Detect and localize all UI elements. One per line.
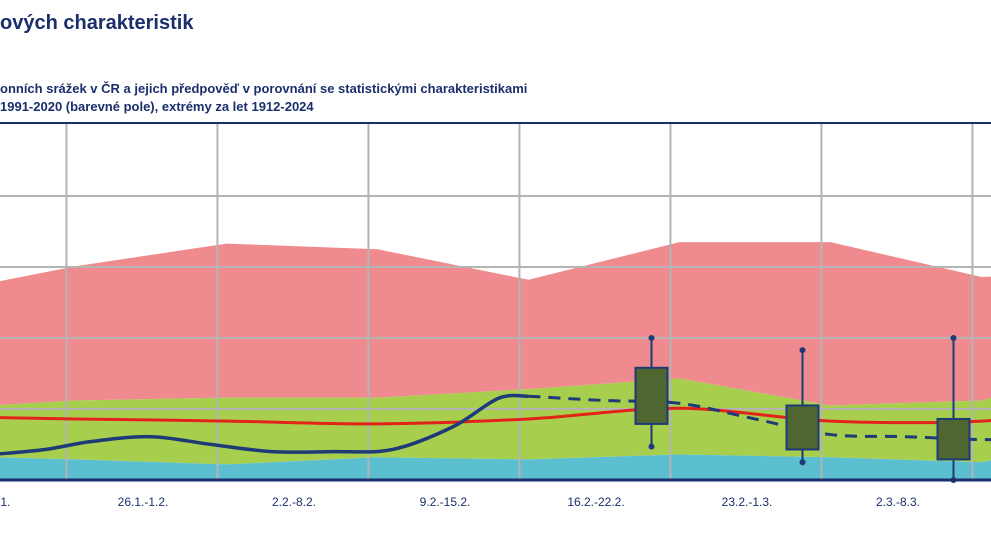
boxplot-max-point [799,347,806,354]
band-above-normal [0,242,991,406]
observed-precipitation-line [0,393,529,456]
median-line [0,406,991,426]
x-tick-label: 9.2.-15.2. [420,495,471,509]
forecast-boxplot [785,347,820,466]
grid-lines [0,123,991,480]
boxplot-min-point [799,459,806,466]
x-tick-label: 2.2.-8.2. [272,495,316,509]
x-tick-label: 16.2.-22.2. [567,495,624,509]
forecast-boxplot [634,335,669,450]
x-tick-label: 25.1. [0,495,10,509]
subtitle-line-1: onních srážek v ČR a jejich předpověď v … [0,81,528,96]
x-tick-label: 2.3.-8.3. [876,495,920,509]
boxplot-min-point [648,443,655,450]
statistical-bands [0,242,991,480]
x-axis-tick-labels: 25.1. 26.1.-1.2. 2.2.-8.2. 9.2.-15.2. 16.2.-… [0,495,920,509]
forecast-boxplots [634,335,971,483]
boxplot-box [936,417,971,461]
subtitle-line-2: 1991-2020 (barevné pole), extrémy za let… [0,99,314,114]
plot-frame [0,122,991,482]
boxplot-max-point [950,335,957,341]
boxplot-box [785,404,820,451]
boxplot-max-point [648,335,655,341]
x-tick-label: 26.1.-1.2. [118,495,169,509]
forecast-boxplot [936,335,971,483]
chart-subtitle: onních srážek v ČR a jejich předpověď v … [0,80,527,116]
boxplot-box [634,366,669,425]
chart-title: ových charakteristik [0,12,194,34]
x-tick-label: 23.2.-1.3. [722,495,773,509]
band-below-normal [0,454,991,480]
